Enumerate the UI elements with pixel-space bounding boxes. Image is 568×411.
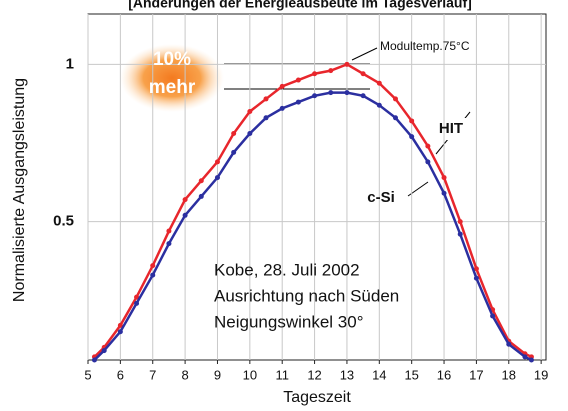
series-label: c-Si [367,189,395,206]
annotation: Modultemp.75°C [380,39,470,53]
data-point [280,84,285,89]
chart-title: [Änderungen der Energieausbeute im Tages… [128,0,472,11]
x-tick-label: 5 [84,367,91,382]
data-point [150,273,155,278]
x-axis-title: Tageszeit [283,389,351,406]
data-point [102,348,107,353]
page: {"chart_data": { "type": "line", "title"… [0,0,568,411]
data-point [199,194,204,199]
data-point [183,213,188,218]
data-point [442,191,447,196]
annotation: Ausrichtung nach Süden [214,286,399,305]
x-tick-label: 15 [404,367,418,382]
data-point [247,109,252,114]
data-point [296,78,301,83]
x-tick-label: 19 [534,367,548,382]
data-point [92,358,97,363]
x-tick-label: 14 [372,367,386,382]
x-tick-label: 18 [502,367,516,382]
data-point [215,175,220,180]
data-point [118,329,123,334]
data-point [280,106,285,111]
x-tick-label: 6 [117,367,124,382]
data-point [247,131,252,136]
annotation: mehr [149,77,196,98]
series-label: HIT [439,120,463,137]
data-point [231,150,236,155]
x-tick-label: 17 [469,367,483,382]
data-point [166,241,171,246]
data-point [150,263,155,268]
data-point [409,134,414,139]
data-point [529,358,534,363]
data-point [312,93,317,98]
data-point [522,354,527,359]
data-point [344,62,349,67]
x-tick-label: 13 [340,367,354,382]
data-point [393,96,398,101]
data-point [344,90,349,95]
data-point [361,71,366,76]
x-tick-label: 12 [307,367,321,382]
y-tick-label: 1 [66,55,74,72]
x-tick-label: 10 [243,367,257,382]
x-tick-label: 9 [214,367,221,382]
x-tick-label: 8 [181,367,188,382]
pointer-line [352,48,377,60]
data-point [442,175,447,180]
data-point [377,81,382,86]
data-point [474,276,479,281]
data-point [328,68,333,73]
data-point [312,71,317,76]
data-point [296,100,301,105]
data-point [134,301,139,306]
data-point [264,115,269,120]
data-point [166,229,171,234]
annotation: Kobe, 28. Juli 2002 [214,260,360,279]
data-point [377,103,382,108]
x-tick-label: 7 [149,367,156,382]
annotation: Neigungswinkel 30° [214,312,364,331]
data-point [183,197,188,202]
pointer-line [408,182,428,196]
data-point [506,342,511,347]
y-tick-label: 0.5 [53,213,74,230]
x-tick-label: 11 [275,367,289,382]
data-point [361,93,366,98]
data-point [490,313,495,318]
y-axis-title: Normalisierte Ausgangsleistung [11,78,28,302]
chart: [Änderungen der Energieausbeute im Tages… [0,0,568,411]
data-point [264,96,269,101]
data-point [458,219,463,224]
x-tick-label: 16 [437,367,451,382]
data-point [458,232,463,237]
data-point [425,144,430,149]
data-point [425,159,430,164]
annotation: 10% [153,49,191,70]
data-point [231,131,236,136]
data-point [215,159,220,164]
data-point [409,118,414,123]
data-point [328,90,333,95]
data-point [393,115,398,120]
data-point [199,178,204,183]
